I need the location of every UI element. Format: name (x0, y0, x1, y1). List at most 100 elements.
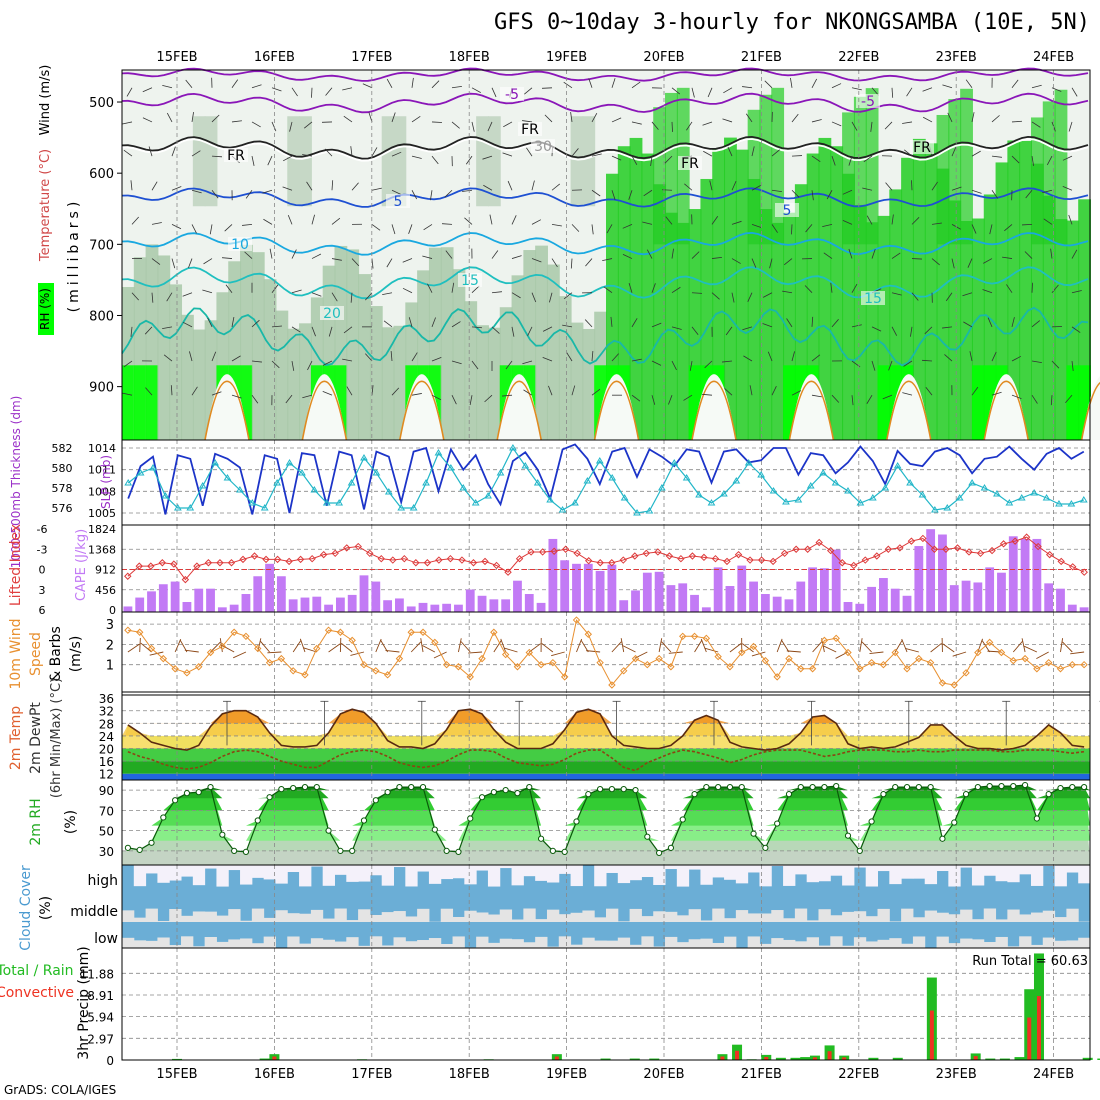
wind-barb (307, 360, 313, 371)
wind-barb (231, 316, 235, 327)
wind-speed-point (631, 654, 640, 663)
wind-barb (851, 395, 854, 406)
wind-barb (303, 121, 313, 129)
wind-barb (811, 354, 821, 362)
wind-barb (911, 180, 913, 191)
cloud-cell (818, 865, 831, 882)
rh-fill (865, 222, 879, 440)
wind-barb (148, 146, 153, 157)
wind-barb (231, 79, 239, 89)
wind-barb (1031, 121, 1041, 128)
wind-barb (1021, 224, 1033, 226)
wind-barb (462, 189, 473, 192)
dewpoint-line (127, 749, 1085, 772)
rh-fill (960, 220, 973, 440)
wind-barb (563, 81, 573, 89)
cloud-cell (995, 919, 1008, 922)
wind-speed-point (360, 660, 368, 669)
wind-barb (166, 292, 173, 302)
cloud-cell (924, 910, 938, 922)
thickness-point (583, 477, 592, 484)
cloud-cell (499, 938, 513, 948)
wind-barb (812, 641, 823, 653)
rh-fill (830, 146, 844, 440)
wind-barb (591, 388, 601, 396)
lifted-index-point (446, 554, 455, 563)
cloud-cell (665, 936, 678, 948)
rh-point (490, 789, 497, 796)
cloud-cell (806, 920, 819, 922)
wind-barb (691, 292, 703, 294)
wind-barb (311, 87, 313, 98)
cloud-cell (169, 945, 182, 948)
wind-barb (722, 118, 733, 123)
cloud-cell (936, 865, 949, 872)
wind-barb (262, 189, 273, 194)
lifted-index-point (930, 545, 939, 553)
cloud-cell (747, 913, 760, 922)
wind-barb (471, 326, 482, 329)
wind-barb (751, 224, 762, 229)
wind-barb (502, 152, 513, 157)
cloud-cell (1030, 865, 1044, 886)
cape-tick-label: 456 (95, 584, 116, 597)
cloud-cell (546, 909, 560, 922)
wind-barb (211, 155, 223, 158)
wind-barb (722, 360, 733, 363)
rh-fill (582, 328, 596, 440)
cloud-cell (1007, 865, 1020, 883)
cape-bar (701, 607, 711, 612)
wind-speed-point (926, 658, 935, 667)
rh-fill (1054, 89, 1068, 245)
wind-barb (671, 248, 674, 259)
wind-barb (411, 393, 422, 396)
wind-barb (130, 180, 133, 191)
wind-barb (643, 189, 653, 197)
contour-label-bg (775, 203, 799, 217)
rh-point (691, 791, 698, 798)
wind-barb (203, 258, 213, 265)
wind-barb (931, 222, 942, 225)
precip-ylabel-1: Total / Rain (0, 963, 74, 979)
cloud-cell (653, 946, 666, 948)
rh-point (455, 848, 462, 856)
thickness-tick-label: 576 (52, 502, 73, 515)
wind-barb (611, 155, 622, 161)
temp-contour-freezing (121, 135, 1089, 160)
slp-tick-label: 1011 (88, 464, 116, 477)
wind-barb (511, 215, 517, 225)
contour-label: 15 (864, 291, 882, 307)
cape-bar (347, 594, 357, 612)
lifted-index-point (988, 546, 996, 555)
wind-barb (786, 318, 793, 328)
cloud-cell (440, 865, 454, 880)
wind-barb (289, 121, 293, 132)
date-label-bottom: 16FEB (254, 1067, 295, 1082)
precip-total-bar (800, 1057, 811, 1060)
rh-point (656, 849, 663, 857)
rh-point (160, 814, 167, 821)
rh-point (349, 847, 356, 854)
contour-label: 20 (323, 306, 341, 322)
wind-barb (166, 112, 173, 123)
wind-barb (1036, 651, 1049, 660)
rh-fill (971, 365, 985, 440)
wind-speed-point (761, 656, 770, 665)
dry-column (497, 374, 542, 440)
wind-barb (465, 155, 473, 165)
li-tick-label: 6 (39, 604, 46, 617)
wind-barb (451, 360, 462, 365)
cloud-cell (452, 936, 465, 948)
wind-barb (340, 642, 353, 653)
wind-barb (888, 360, 893, 371)
rh-fill (393, 116, 407, 207)
precip-frame (121, 947, 1091, 1061)
date-label-bottom: 17FEB (351, 1067, 392, 1082)
wind-barb (869, 651, 884, 655)
wind-barb (457, 638, 462, 653)
cloud-cell (428, 865, 442, 884)
wind-barb (566, 352, 573, 362)
cloud-cell (240, 938, 253, 948)
wind-speed-point (183, 669, 191, 677)
rh-point (337, 847, 344, 854)
